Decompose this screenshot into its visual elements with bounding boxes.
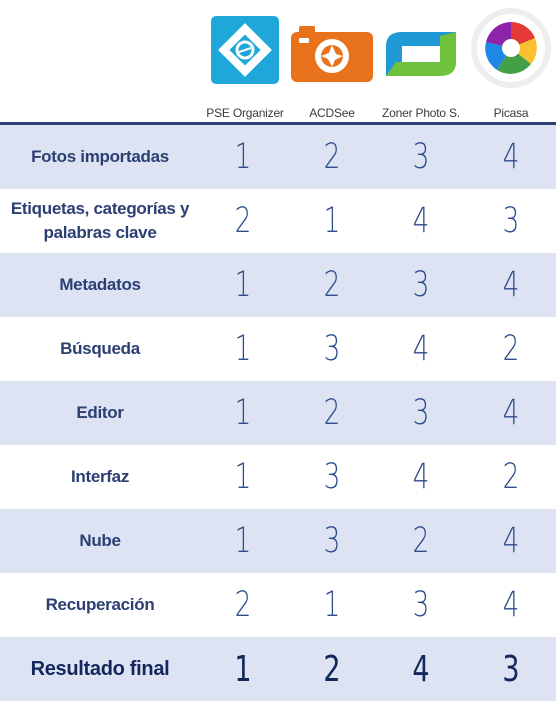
score-cell: 3 <box>323 521 341 561</box>
product-name: PSE Organizer <box>206 106 284 120</box>
score-cell: 1 <box>234 137 252 177</box>
score-cell: 1 <box>234 265 252 305</box>
score-cell: 1 <box>234 648 252 690</box>
product-column-acdsee: ACDSee <box>282 0 382 122</box>
score-cell: 3 <box>502 648 520 690</box>
picasa-logo-icon <box>471 8 551 88</box>
score-cell: 2 <box>323 393 341 433</box>
score-cell: 4 <box>502 393 520 433</box>
product-name: ACDSee <box>309 106 355 120</box>
score-cell: 2 <box>323 648 341 690</box>
product-column-picasa: Picasa <box>461 0 556 122</box>
score-cell: 3 <box>412 585 430 625</box>
row-label: Etiquetas, categorías y palabras clave <box>10 199 190 242</box>
zoner-photo-studio-logo-icon <box>386 32 456 76</box>
score-cell: 4 <box>502 265 520 305</box>
score-cell: 2 <box>234 585 252 625</box>
table-row: Nube 1 3 2 4 <box>0 509 556 573</box>
score-cell: 2 <box>323 137 341 177</box>
score-cell: 3 <box>323 457 341 497</box>
score-cell: 4 <box>412 201 430 241</box>
score-cell: 1 <box>234 521 252 561</box>
table-header: PSE Organizer ACDSee Zoner Photo S. <box>0 0 556 122</box>
score-cell: 1 <box>234 329 252 369</box>
row-label: Resultado final <box>30 658 170 680</box>
product-name: Picasa <box>493 106 529 120</box>
score-cell: 3 <box>412 393 430 433</box>
table-row: Etiquetas, categorías y palabras clave 2 1… <box>0 189 556 253</box>
score-cell: 2 <box>502 329 520 369</box>
score-cell: 4 <box>502 137 520 177</box>
score-cell: 3 <box>412 265 430 305</box>
product-column-zoner: Zoner Photo S. <box>371 0 471 122</box>
row-label: Metadatos <box>59 275 141 294</box>
score-cell: 3 <box>412 137 430 177</box>
row-label: Interfaz <box>70 467 130 486</box>
score-cell: 1 <box>234 393 252 433</box>
table-row: Búsqueda 1 3 4 2 <box>0 317 556 381</box>
product-column-pse-organizer: PSE Organizer <box>195 0 295 122</box>
table-row: Resultado final 1 2 4 3 <box>0 637 556 701</box>
pse-organizer-logo-icon <box>211 16 279 84</box>
product-name: Zoner Photo S. <box>382 106 460 120</box>
score-cell: 3 <box>502 201 520 241</box>
table-row: Metadatos 1 2 3 4 <box>0 253 556 317</box>
table-row: Editor 1 2 3 4 <box>0 381 556 445</box>
score-cell: 2 <box>502 457 520 497</box>
score-cell: 3 <box>323 329 341 369</box>
row-label: Búsqueda <box>60 339 140 358</box>
score-cell: 4 <box>412 329 430 369</box>
table-row: Fotos importadas 1 2 3 4 <box>0 125 556 189</box>
table-row: Recuperación 2 1 3 4 <box>0 573 556 637</box>
score-cell: 2 <box>412 521 430 561</box>
score-cell: 4 <box>412 457 430 497</box>
score-cell: 4 <box>502 521 520 561</box>
header-divider <box>0 122 556 125</box>
row-label: Nube <box>79 531 121 550</box>
score-cell: 2 <box>323 265 341 305</box>
row-label: Recuperación <box>45 595 155 614</box>
score-cell: 4 <box>502 585 520 625</box>
acdsee-camera-logo-icon <box>291 26 373 82</box>
score-cell: 1 <box>323 585 341 625</box>
row-label: Fotos importadas <box>31 147 169 166</box>
table-row: Interfaz 1 3 4 2 <box>0 445 556 509</box>
score-cell: 4 <box>412 648 430 690</box>
score-cell: 1 <box>323 201 341 241</box>
score-cell: 1 <box>234 457 252 497</box>
row-label: Editor <box>76 403 124 422</box>
score-cell: 2 <box>234 201 252 241</box>
